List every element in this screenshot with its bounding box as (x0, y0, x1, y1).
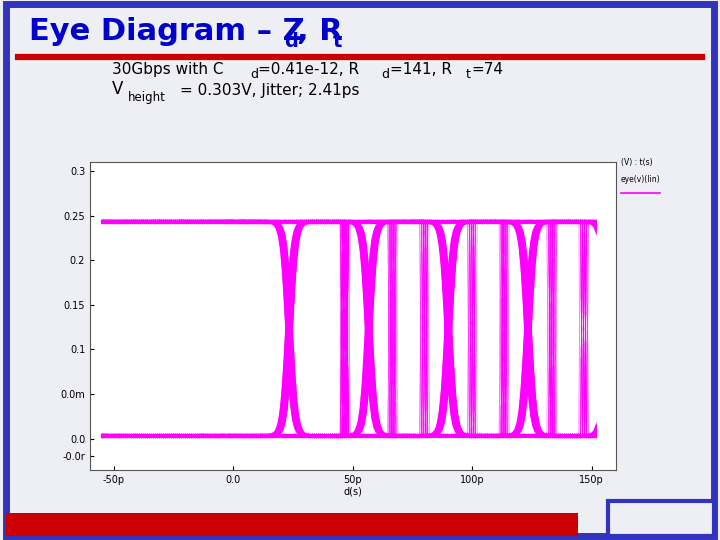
Text: Eye Diagram – Z: Eye Diagram – Z (29, 17, 305, 46)
Text: eye(v)(lin): eye(v)(lin) (621, 175, 660, 184)
Text: , R: , R (297, 17, 343, 46)
FancyBboxPatch shape (608, 501, 714, 536)
Text: (V) : t(s): (V) : t(s) (621, 158, 652, 167)
Text: 30Gbps with C: 30Gbps with C (112, 62, 223, 77)
Text: =141, R: =141, R (390, 62, 452, 77)
FancyBboxPatch shape (6, 4, 714, 536)
X-axis label: d(s): d(s) (343, 486, 362, 496)
Text: d: d (284, 32, 298, 51)
Text: height: height (127, 91, 166, 104)
Text: t: t (333, 32, 342, 51)
Text: =0.41e-12, R: =0.41e-12, R (258, 62, 359, 77)
Text: d: d (382, 68, 390, 81)
Text: d: d (250, 68, 258, 81)
Text: = 0.303V, Jitter; 2.41ps: = 0.303V, Jitter; 2.41ps (180, 83, 359, 98)
FancyBboxPatch shape (6, 513, 578, 536)
Text: V: V (112, 80, 123, 98)
Text: =74: =74 (472, 62, 503, 77)
Text: t: t (466, 68, 471, 81)
